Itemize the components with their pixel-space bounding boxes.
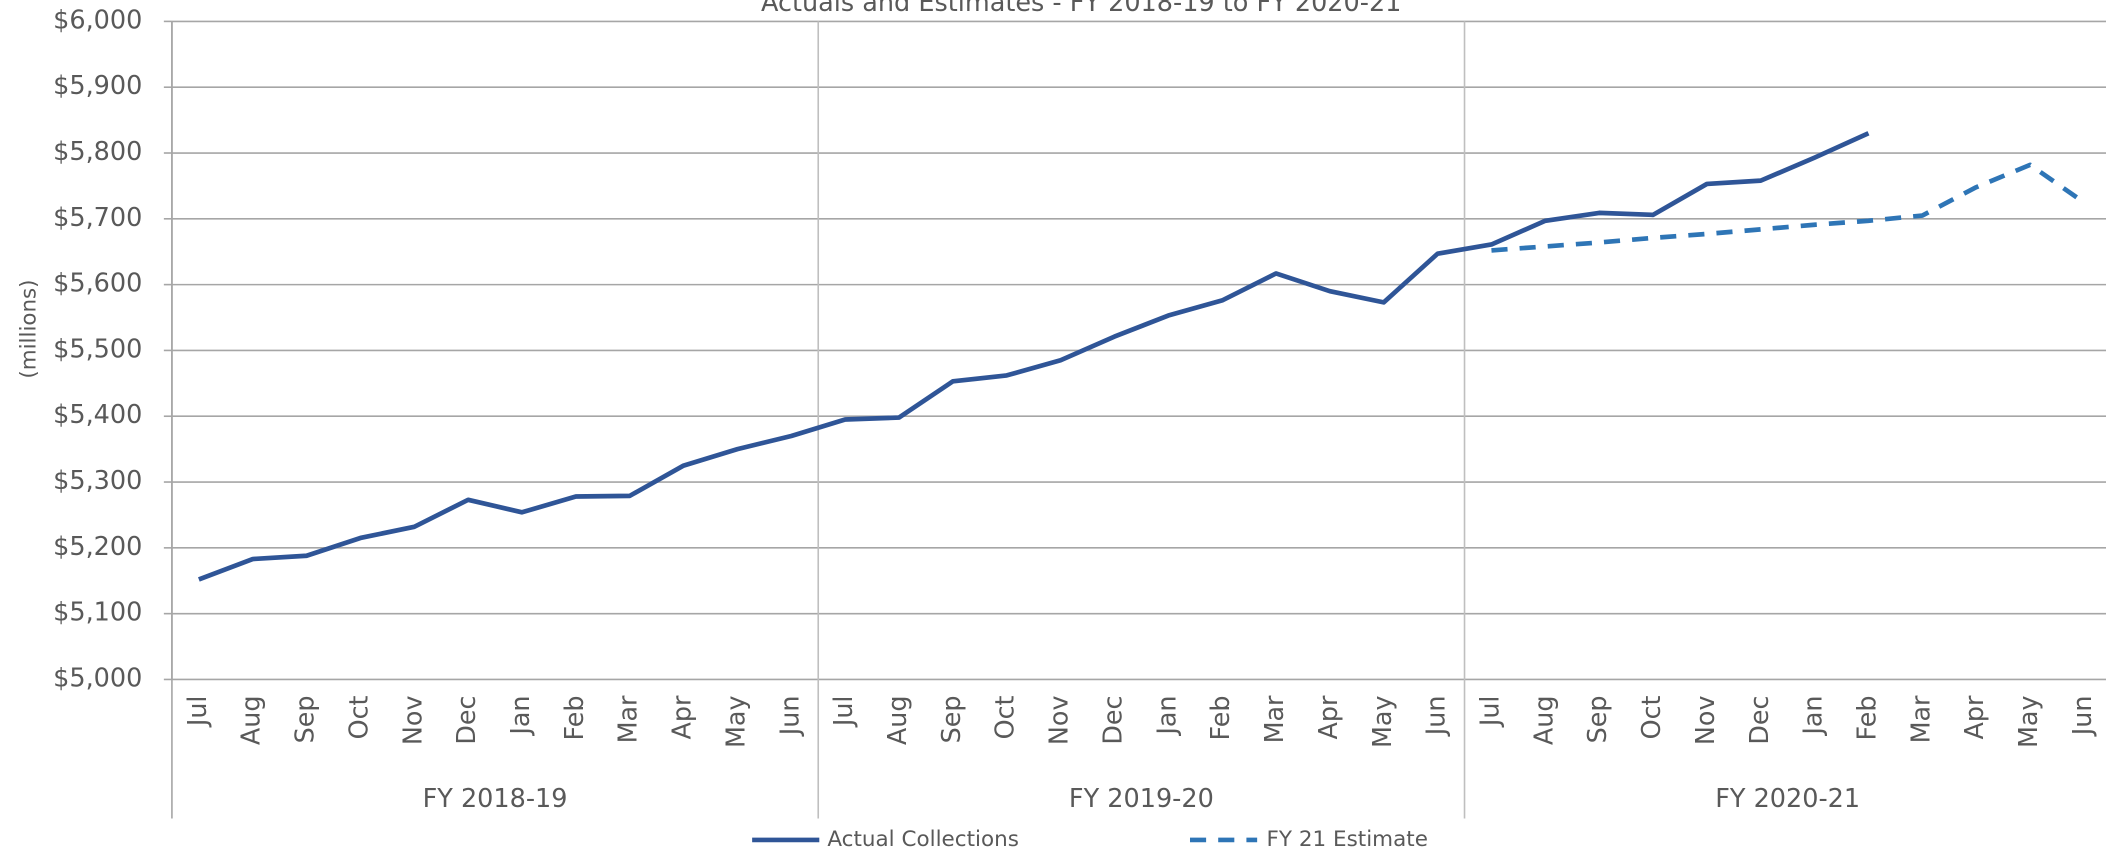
x-tick-label: Feb (1206, 696, 1236, 741)
chart-title: Actuals and Estimates - FY 2018-19 to FY… (761, 0, 1401, 18)
group-label: FY 2019-20 (1069, 784, 1214, 814)
x-tick-label: Oct (1637, 695, 1667, 739)
x-tick-label: Apr (668, 695, 698, 739)
y-tick-label: $5,100 (53, 598, 142, 628)
x-tick-label: Aug (237, 696, 267, 746)
x-tick-label: Feb (560, 696, 590, 741)
x-tick-label: Jul (183, 696, 213, 729)
series-line (198, 131, 1870, 582)
x-tick-label: Aug (883, 696, 913, 746)
x-tick-label: Apr (1960, 695, 1990, 739)
x-tick-label: Jan (1799, 696, 1829, 737)
x-tick-label: Sep (291, 696, 321, 744)
x-tick-label: Nov (1691, 696, 1721, 746)
x-tick-label: Nov (1045, 696, 1075, 746)
x-tick-label: Jun (1422, 696, 1452, 738)
x-tick-label: Jul (829, 696, 859, 729)
y-tick-label: $5,200 (53, 532, 142, 562)
group-label: FY 2018-19 (423, 784, 568, 814)
x-tick-label: Dec (1098, 696, 1128, 745)
x-tick-label: Dec (452, 696, 482, 745)
y-tick-label: $5,500 (53, 334, 142, 364)
x-tick-label: Sep (1583, 696, 1613, 744)
y-tick-label: $5,000 (53, 663, 142, 693)
y-tick-label: $5,900 (53, 71, 142, 101)
y-tick-label: $5,600 (53, 269, 142, 299)
y-tick-label: $5,300 (53, 466, 142, 496)
y-tick-label: $5,700 (53, 203, 142, 233)
x-tick-label: Sep (937, 696, 967, 744)
x-tick-label: Jul (1475, 696, 1505, 729)
x-tick-label: Oct (344, 695, 374, 739)
legend-label: Actual Collections (827, 827, 1019, 852)
x-tick-label: Jan (506, 696, 536, 737)
x-tick-label: Mar (614, 695, 644, 743)
x-tick-label: Jan (1152, 696, 1182, 737)
x-tick-label: Jun (775, 696, 805, 738)
y-tick-label: $5,400 (53, 400, 142, 430)
y-tick-label: $6,000 (53, 5, 142, 35)
group-label: FY 2020-21 (1715, 784, 1860, 814)
x-tick-label: Apr (1314, 695, 1344, 739)
series-line (1491, 162, 2086, 253)
x-tick-label: May (2014, 696, 2044, 749)
x-tick-label: Dec (1745, 696, 1775, 745)
x-tick-label: Nov (398, 696, 428, 746)
x-tick-label: Mar (1906, 695, 1936, 743)
x-tick-label: Feb (1852, 696, 1882, 741)
x-tick-label: May (1368, 696, 1398, 749)
x-tick-label: Oct (991, 695, 1021, 739)
x-tick-label: Mar (1260, 695, 1290, 743)
legend-label: FY 21 Estimate (1267, 827, 1428, 852)
x-tick-label: Jun (2068, 696, 2098, 738)
x-tick-label: Aug (1529, 696, 1559, 746)
y-tick-label: $5,800 (53, 137, 142, 167)
x-tick-label: May (721, 696, 751, 749)
y-axis-label: (millions) (17, 279, 42, 378)
